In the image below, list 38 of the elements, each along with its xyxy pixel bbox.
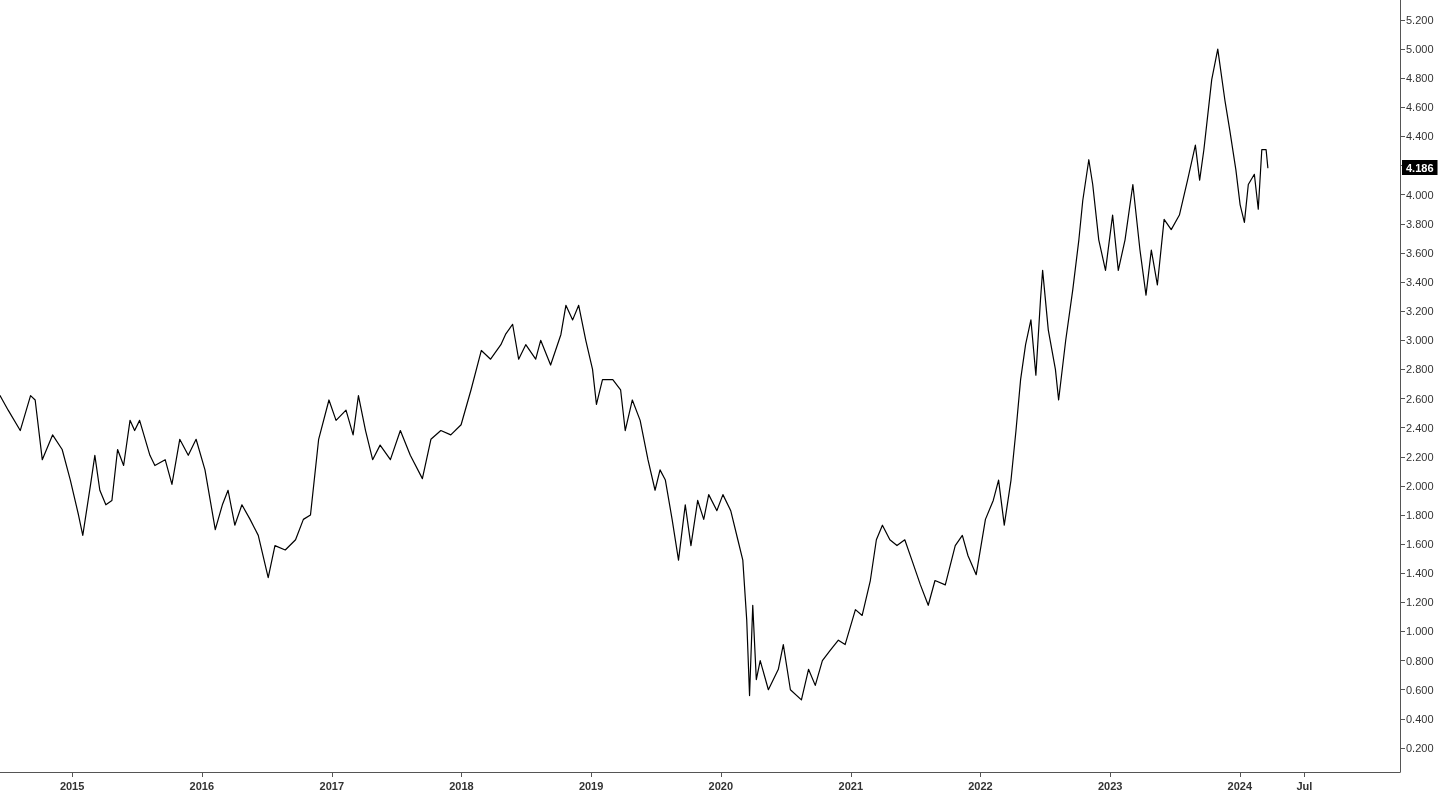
y-tick-label: 1.600 (1406, 538, 1434, 551)
y-tick-label: 4.400 (1406, 130, 1434, 143)
y-tick-label: 2.400 (1406, 421, 1434, 434)
y-tick-label: 3.400 (1406, 276, 1434, 289)
x-tick-label: 2020 (708, 779, 734, 791)
y-tick-label: 3.000 (1406, 334, 1434, 347)
x-tick-label: 2024 (1227, 779, 1253, 791)
x-tick-label: 2019 (578, 779, 604, 791)
x-tick-label: 2023 (1097, 779, 1123, 791)
y-tick-label: 3.600 (1406, 246, 1434, 259)
y-tick-label: 5.000 (1406, 43, 1434, 56)
y-tick-label: 0.800 (1406, 654, 1434, 667)
x-tick-label: 2017 (319, 779, 345, 791)
annotation: 4.186 (1406, 161, 1434, 174)
x-tick-label: 2018 (449, 779, 474, 791)
y-tick-label: 2.000 (1406, 479, 1434, 492)
y-tick-label: 1.800 (1406, 509, 1434, 522)
y-tick-label: 0.200 (1406, 741, 1434, 754)
y-tick-label: 2.200 (1406, 450, 1434, 463)
y-tick-label: 2.600 (1406, 392, 1434, 405)
x-tick-label: 2021 (838, 779, 864, 791)
y-tick-label: 0.400 (1406, 712, 1434, 725)
y-tick-label: 4.600 (1406, 101, 1434, 114)
y-tick-label: 1.400 (1406, 567, 1434, 580)
y-tick-label: 3.200 (1406, 305, 1434, 318)
y-tick-label: 4.800 (1406, 72, 1434, 85)
x-tick-label: 2022 (968, 779, 993, 791)
x-tick-label: Jul (1296, 779, 1313, 791)
x-tick-label: 2016 (189, 779, 215, 791)
y-tick-label: 5.200 (1406, 13, 1434, 26)
y-tick-label: 2.800 (1406, 363, 1434, 376)
y-tick-label: 1.200 (1406, 596, 1434, 609)
y-tick-label: 1.000 (1406, 625, 1434, 638)
y-tick-label: 0.600 (1406, 683, 1434, 696)
y-tick-label: 4.000 (1406, 188, 1434, 201)
line-series (0, 48, 1269, 701)
y-tick-label: 3.800 (1406, 217, 1434, 230)
x-tick-label: 2015 (59, 779, 85, 791)
